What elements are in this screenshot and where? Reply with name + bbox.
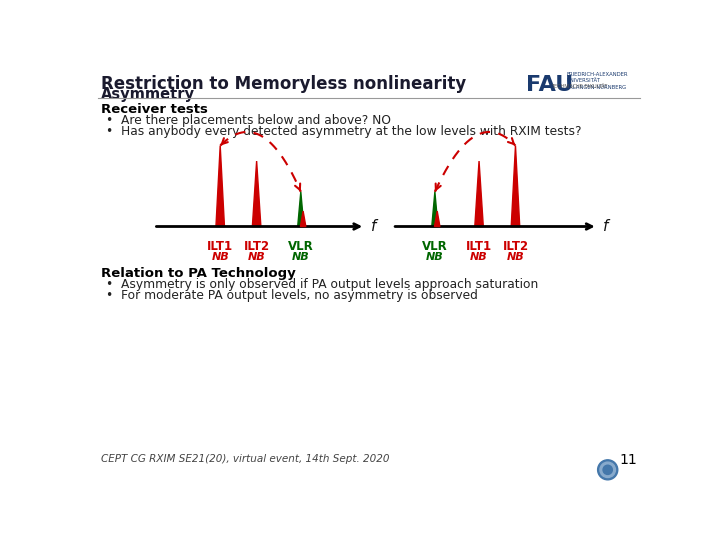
- Text: ILT2: ILT2: [243, 240, 270, 253]
- Text: •  Are there placements below and above? NO: • Are there placements below and above? …: [106, 114, 390, 127]
- Text: $f$: $f$: [602, 218, 611, 234]
- Text: NB: NB: [248, 252, 266, 262]
- Text: •  Has anybody every detected asymmetry at the low levels with RXIM tests?: • Has anybody every detected asymmetry a…: [106, 125, 581, 138]
- Text: VLR: VLR: [288, 240, 314, 253]
- Text: NB: NB: [470, 252, 488, 262]
- Polygon shape: [300, 211, 306, 226]
- Circle shape: [603, 465, 612, 475]
- Text: FAU: FAU: [526, 75, 573, 95]
- Text: NB: NB: [507, 252, 524, 262]
- Text: ILT1: ILT1: [207, 240, 233, 253]
- Text: VLR: VLR: [422, 240, 448, 253]
- Polygon shape: [297, 192, 304, 226]
- Polygon shape: [432, 192, 438, 226]
- Text: TECHNISCHE FAKULTÄT: TECHNISCHE FAKULTÄT: [551, 84, 608, 89]
- Circle shape: [600, 462, 616, 477]
- Polygon shape: [511, 146, 520, 226]
- Polygon shape: [253, 161, 261, 226]
- Text: Restriction to Memoryless nonlinearity: Restriction to Memoryless nonlinearity: [101, 75, 466, 93]
- Text: Relation to PA Technology: Relation to PA Technology: [101, 267, 296, 280]
- Text: •  For moderate PA output levels, no asymmetry is observed: • For moderate PA output levels, no asym…: [106, 289, 477, 302]
- Text: ILT2: ILT2: [503, 240, 528, 253]
- Text: ILT1: ILT1: [466, 240, 492, 253]
- Text: •  Asymmetry is only observed if PA output levels approach saturation: • Asymmetry is only observed if PA outpu…: [106, 278, 538, 291]
- Text: FRIEDRICH-ALEXANDER
UNIVERSITÄT
ERLANGEN-NÜRNBERG: FRIEDRICH-ALEXANDER UNIVERSITÄT ERLANGEN…: [567, 72, 628, 90]
- Polygon shape: [474, 161, 483, 226]
- Circle shape: [598, 460, 618, 480]
- Polygon shape: [434, 211, 440, 226]
- Text: NB: NB: [426, 252, 444, 262]
- Text: $f$: $f$: [370, 218, 379, 234]
- Text: NB: NB: [212, 252, 229, 262]
- Text: NB: NB: [292, 252, 310, 262]
- Text: 11: 11: [619, 453, 637, 467]
- Text: CEPT CG RXIM SE21(20), virtual event, 14th Sept. 2020: CEPT CG RXIM SE21(20), virtual event, 14…: [101, 454, 390, 464]
- Text: Receiver tests: Receiver tests: [101, 103, 208, 116]
- Polygon shape: [216, 146, 225, 226]
- Text: Asymmetry: Asymmetry: [101, 87, 195, 102]
